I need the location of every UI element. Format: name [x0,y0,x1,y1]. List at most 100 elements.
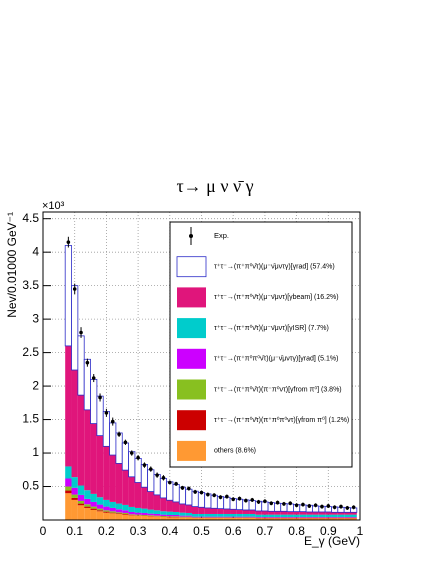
bar-segment [77,500,85,504]
bar-segment [71,370,78,478]
bar-segment [337,514,345,517]
bar-segment [109,501,116,508]
bar-segment [122,513,129,515]
bar-segment [83,358,91,411]
marker [104,411,109,415]
bar-segment [90,423,97,494]
marker [148,467,153,471]
bar-segment [293,516,300,518]
bar-segment [185,515,192,517]
y-tick-label: 0.5 [22,479,39,493]
bar-segment [109,422,117,456]
bar-segment [350,518,357,520]
bar-segment [153,494,161,511]
legend-label: Exp. [214,231,229,240]
data-point [66,236,71,248]
bar-segment [103,511,110,513]
legend-swatch [177,440,206,461]
bar-segment [84,409,91,491]
bar-segment [337,516,345,518]
bar-segment [134,514,142,516]
legend-label: others (8.6%) [214,448,256,455]
bar-segment [109,512,116,514]
bar-segment [160,515,167,517]
bar-segment [185,504,192,513]
bar-segment [96,504,104,509]
marker [351,505,356,510]
bar-segment [331,512,338,515]
bar-segment [287,518,294,520]
data-point [123,439,128,446]
bar-segment [185,516,192,518]
bar-segment [153,516,161,520]
bar-segment [318,518,326,520]
bar-segment [115,513,123,520]
bar-segment [141,508,148,513]
bar-segment [274,516,281,518]
bar-segment [287,516,294,518]
bar-segment [268,511,275,515]
bar-segment [90,506,97,509]
bar-segment [140,464,149,488]
bar-segment [191,517,199,520]
bar-segment [166,481,174,501]
bar-segment [84,490,91,499]
marker [288,501,293,506]
bar-segment [211,516,218,518]
data-point [91,374,96,383]
bar-segment [134,482,142,508]
bar-segment [121,442,129,471]
bar-segment [71,477,78,488]
data-point [98,393,102,402]
legend-swatch [177,379,206,400]
bar-segment [128,511,135,515]
x-tick-label: 0.3 [130,524,147,538]
bar-segment [306,518,313,520]
bar-segment [249,513,256,517]
bar-segment [197,492,206,508]
data-point [218,495,223,500]
bar-segment [274,511,281,515]
bar-segment [71,497,78,500]
bar-segment [223,517,231,520]
bar-segment [236,513,243,517]
bar-segment [191,506,199,514]
marker [237,496,242,501]
data-point [142,462,147,468]
bar-segment [109,513,116,520]
data-point [326,503,331,508]
bar-segment [172,511,180,515]
bar-segment [160,514,167,516]
bar-segment [235,498,244,511]
bar-segment [128,506,135,512]
bar-segment [90,508,97,510]
bar-segment [280,511,288,515]
bar-segment [287,511,294,515]
marker [142,463,147,467]
bar-segment [109,507,116,512]
marker [326,504,331,508]
y-tick-label: 1 [32,445,39,459]
bar-segment [128,514,135,515]
bar-segment [255,518,262,520]
bar-segment [249,516,256,518]
marker [339,504,343,509]
bar-segment [293,511,300,515]
bar-segment [331,516,338,518]
bar-segment [230,517,237,520]
bar-segment [172,484,180,503]
data-point [148,466,153,472]
bar-segment [134,512,142,515]
data-point [244,498,248,503]
bar-segment [179,515,186,517]
marker [307,504,312,508]
bar-segment [90,509,97,520]
legend-label: τ⁺τ⁻→(π⁺π⁰ν̄τ)(μ⁻ν̄μντγ)[γrad] (57.4%) [214,263,335,271]
bar-segment [179,503,186,513]
bar-segment [344,512,351,515]
bar-segment [160,516,167,520]
bar-segment [306,516,313,518]
bar-segment [109,455,116,502]
bar-segment [204,513,212,517]
legend-swatch [176,256,207,278]
